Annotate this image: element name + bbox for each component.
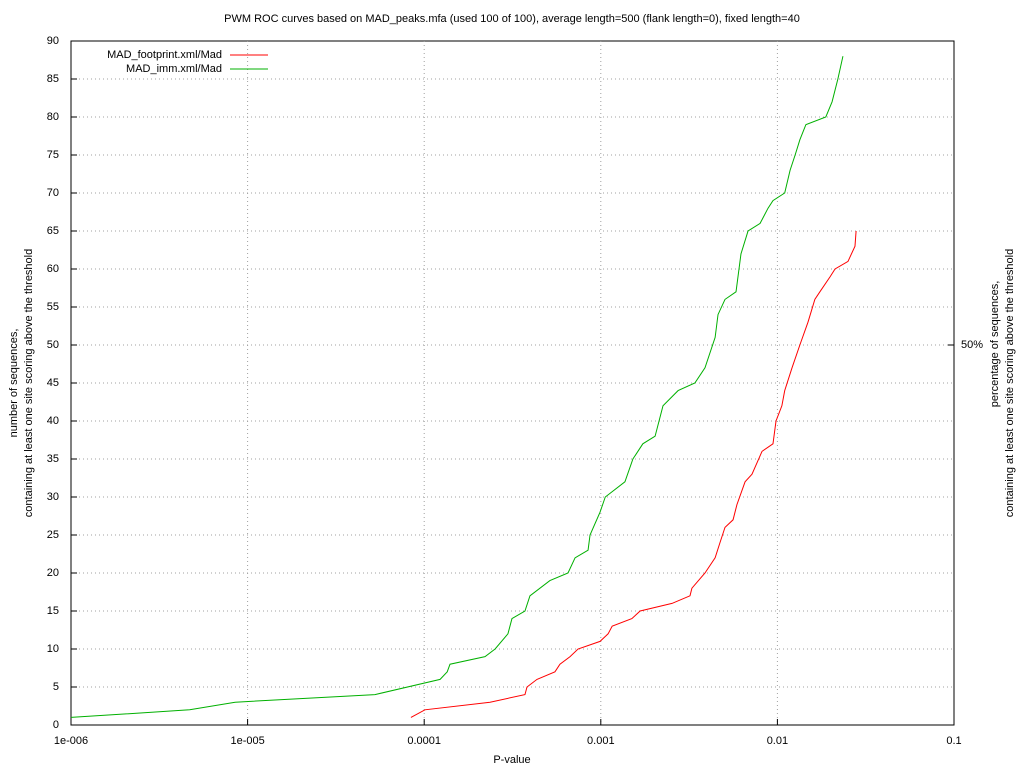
y-tick-label: 0 [53,719,59,731]
x-tick-label: 0.0001 [407,735,441,747]
y-tick-label: 40 [47,415,59,427]
y-tick-label: 5 [53,681,59,693]
chart-title: PWM ROC curves based on MAD_peaks.mfa (u… [224,13,800,25]
x-tick-label: 0.1 [946,735,961,747]
y2-tick-label: 50% [961,339,983,351]
x-tick-label: 0.001 [587,735,615,747]
y-tick-label: 70 [47,187,59,199]
y-axis-label: number of sequences, [8,329,20,438]
legend-label: MAD_footprint.xml/Mad [107,49,222,61]
y-tick-label: 90 [47,35,59,47]
y-axis-label: containing at least one site scoring abo… [23,249,35,517]
legend-label: MAD_imm.xml/Mad [126,63,222,75]
y2-axis-label: percentage of sequences, [989,281,1001,408]
y-tick-label: 10 [47,643,59,655]
y-tick-label: 65 [47,225,59,237]
y-tick-label: 80 [47,111,59,123]
x-tick-label: 1e-005 [230,735,264,747]
y-tick-label: 60 [47,263,59,275]
x-tick-label: 0.01 [767,735,788,747]
x-axis-label: P-value [493,754,530,766]
y2-axis-label: containing at least one site scoring abo… [1004,249,1016,517]
y-tick-label: 75 [47,149,59,161]
series-line [70,56,844,718]
y-tick-label: 45 [47,377,59,389]
y-tick-label: 50 [47,339,59,351]
x-tick-label: 1e-006 [54,735,88,747]
y-tick-label: 20 [47,567,59,579]
y-tick-label: 25 [47,529,59,541]
y-tick-label: 15 [47,605,59,617]
y-tick-label: 85 [47,73,59,85]
y-tick-label: 30 [47,491,59,503]
y-tick-label: 55 [47,301,59,313]
y-tick-label: 35 [47,453,59,465]
series-line [410,230,857,718]
